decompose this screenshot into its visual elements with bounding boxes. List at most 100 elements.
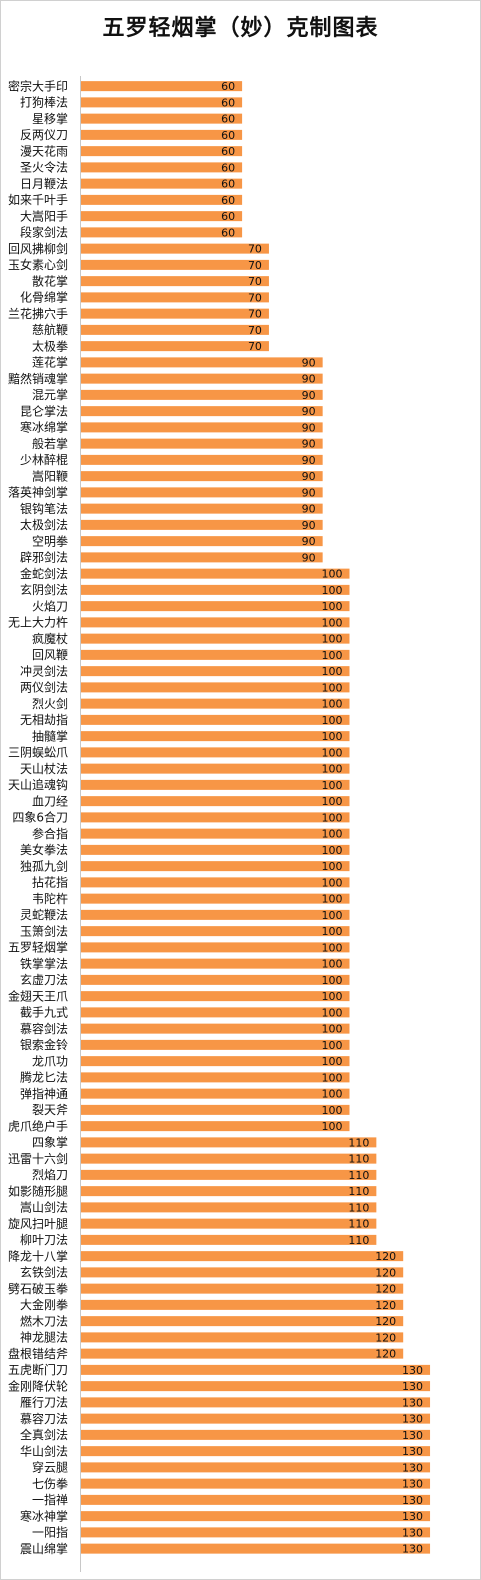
category-label: 空明拳: [32, 533, 68, 548]
bar: [81, 1446, 431, 1457]
value-label: 110: [348, 1136, 369, 1149]
category-label: 龙爪功: [32, 1054, 68, 1068]
category-label: 寒冰神掌: [20, 1508, 68, 1523]
value-label: 90: [302, 551, 316, 564]
category-label: 回风拂柳剑: [8, 241, 68, 256]
category-label: 大金刚拳: [20, 1297, 68, 1312]
category-label: 灵蛇鞭法: [20, 907, 68, 922]
category-label: 无相劫指: [20, 712, 68, 727]
bar: [81, 1072, 350, 1083]
category-label: 雁行刀法: [20, 1396, 68, 1410]
value-label: 100: [322, 811, 343, 824]
category-label: 五虎断门刀: [8, 1362, 68, 1377]
value-label: 100: [322, 746, 343, 759]
value-label: 100: [322, 941, 343, 954]
bar: [81, 1429, 431, 1440]
value-label: 100: [322, 795, 343, 808]
value-label: 60: [221, 178, 235, 191]
value-label: 90: [302, 503, 316, 516]
category-label: 独孤九剑: [20, 858, 68, 873]
category-label: 银索金铃: [20, 1037, 68, 1052]
category-label: 穿云腿: [32, 1460, 68, 1475]
category-label: 昆仑掌法: [20, 404, 68, 418]
bar: [81, 227, 243, 238]
bar: [81, 796, 350, 807]
value-label: 90: [302, 389, 316, 402]
category-label: 腾龙匕法: [20, 1070, 68, 1085]
value-label: 130: [402, 1413, 423, 1426]
value-label: 130: [402, 1396, 423, 1409]
bar: [81, 536, 323, 547]
value-label: 100: [322, 1088, 343, 1101]
bar: [81, 926, 350, 937]
category-label: 一阳指: [32, 1525, 68, 1540]
category-label: 玉女素心剑: [8, 257, 68, 272]
bar: [81, 422, 323, 433]
bar: [81, 942, 350, 953]
bar: [81, 471, 323, 482]
value-label: 90: [302, 421, 316, 434]
value-label: 100: [322, 763, 343, 776]
category-label: 圣火令法: [20, 160, 68, 175]
value-label: 130: [402, 1445, 423, 1458]
category-label: 段家剑法: [20, 225, 68, 240]
value-label: 100: [322, 1039, 343, 1052]
category-label: 天山杖法: [20, 761, 68, 776]
value-label: 130: [402, 1364, 423, 1377]
value-label: 90: [302, 373, 316, 386]
category-label: 日月鞭法: [20, 177, 68, 191]
value-label: 90: [302, 438, 316, 451]
value-label: 100: [322, 876, 343, 889]
bar: [81, 991, 350, 1002]
value-label: 60: [221, 145, 235, 158]
category-label: 烈火剑: [32, 696, 68, 711]
value-label: 110: [348, 1185, 369, 1198]
bar: [81, 276, 269, 287]
value-label: 120: [375, 1331, 396, 1344]
bar: [81, 958, 350, 969]
value-label: 90: [302, 470, 316, 483]
value-label: 120: [375, 1266, 396, 1279]
value-label: 100: [322, 616, 343, 629]
value-label: 100: [322, 925, 343, 938]
category-label: 震山绵掌: [20, 1542, 68, 1556]
bar: [81, 1023, 350, 1034]
bar: [81, 1283, 404, 1294]
category-label: 嵩山剑法: [20, 1200, 68, 1215]
value-label: 60: [221, 96, 235, 109]
category-label: 三阴蜈蚣爪: [8, 746, 68, 760]
bar: [81, 1494, 431, 1505]
category-label: 铁掌掌法: [20, 957, 68, 971]
category-label: 火焰刀: [32, 598, 68, 613]
bar: [81, 1153, 377, 1164]
category-label: 混元掌: [32, 388, 68, 402]
bar: [81, 406, 323, 417]
category-label: 太极拳: [32, 338, 68, 353]
bar: [81, 259, 269, 270]
bar: [81, 1543, 431, 1554]
value-label: 70: [248, 243, 262, 256]
bar: [81, 1218, 377, 1229]
category-label: 金翅天王爪: [8, 988, 68, 1003]
bar: [81, 1169, 377, 1180]
value-label: 100: [322, 990, 343, 1003]
category-label: 血刀经: [32, 794, 68, 808]
category-label: 四象掌: [32, 1136, 68, 1150]
bar: [81, 1121, 350, 1132]
value-label: 100: [322, 600, 343, 613]
value-label: 90: [302, 535, 316, 548]
bar: [81, 731, 350, 742]
value-label: 110: [348, 1234, 369, 1247]
bar: [81, 1104, 350, 1115]
category-label: 弹指神通: [20, 1086, 68, 1101]
category-label: 玄阴剑法: [20, 582, 68, 597]
bar: [81, 1251, 404, 1262]
category-label: 慈航鞭: [32, 322, 68, 337]
bar: [81, 1478, 431, 1489]
category-label: 截手九式: [20, 1006, 68, 1020]
category-label: 银钩笔法: [20, 501, 68, 516]
value-label: 110: [348, 1153, 369, 1166]
value-label: 120: [375, 1348, 396, 1361]
category-label: 韦陀杵: [32, 891, 68, 906]
value-label: 100: [322, 633, 343, 646]
